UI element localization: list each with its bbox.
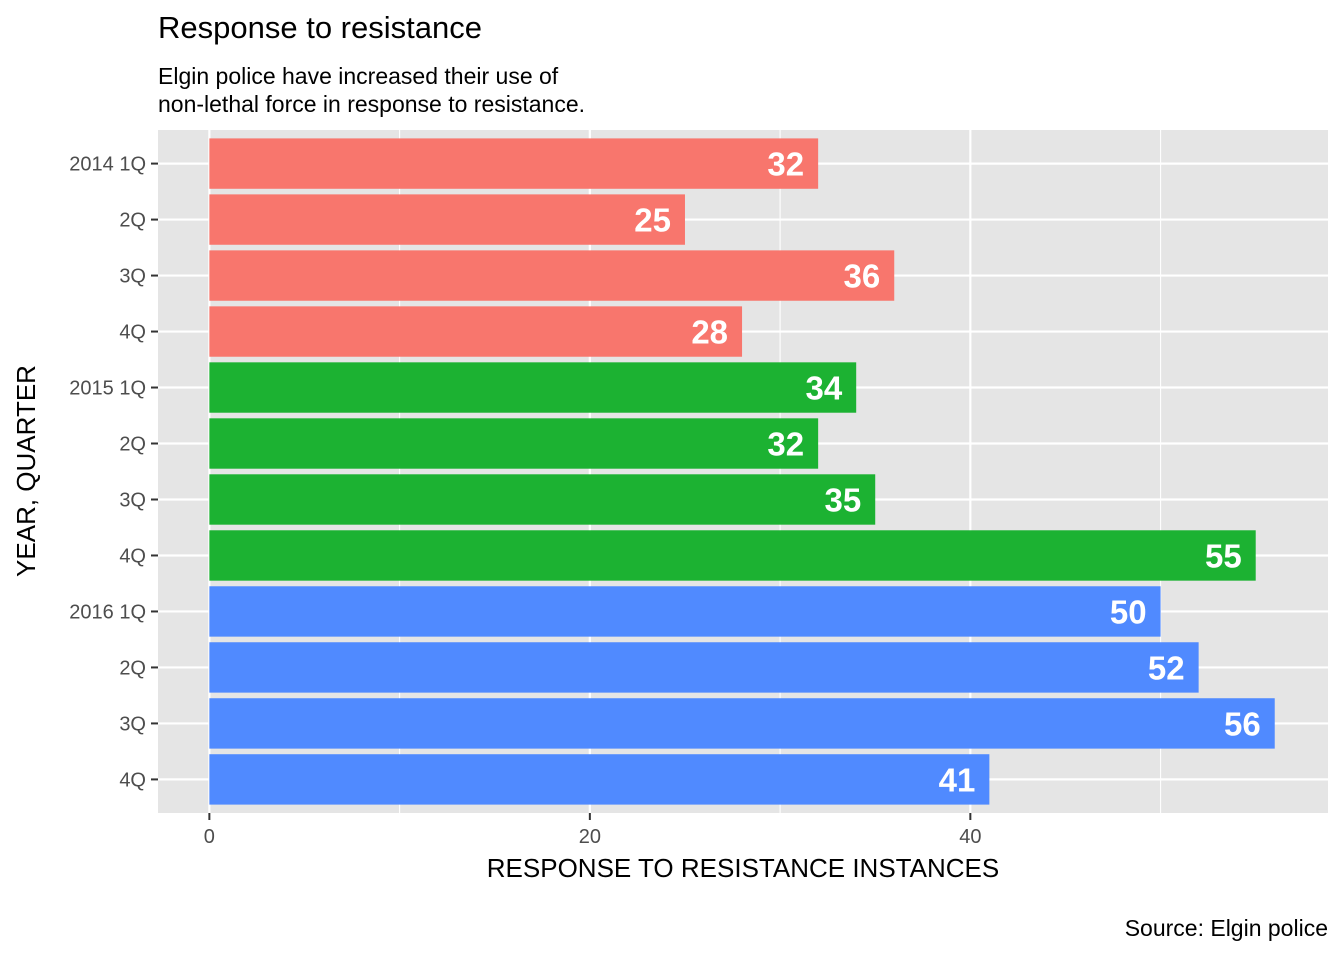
- bar: [209, 586, 1161, 637]
- y-tick-label: 3Q: [119, 713, 146, 735]
- y-tick-label: 4Q: [119, 322, 146, 344]
- bar-value-label: 34: [805, 370, 842, 407]
- y-axis-title: YEAR, QUARTER: [11, 365, 41, 577]
- x-tick-label: 40: [959, 826, 981, 848]
- bar-value-label: 32: [767, 146, 804, 183]
- bar-value-label: 32: [767, 426, 804, 463]
- y-tick-label: 2014 1Q: [69, 154, 146, 176]
- bar: [209, 474, 876, 525]
- bar: [209, 754, 990, 805]
- y-tick-label: 2015 1Q: [69, 378, 146, 400]
- x-tick-label: 20: [579, 826, 601, 848]
- x-axis-ticks: 0 20 40: [204, 813, 981, 848]
- chart-subtitle-line-1: Elgin police have increased their use of: [158, 63, 559, 89]
- x-axis-title: RESPONSE TO RESISTANCE INSTANCES: [487, 853, 999, 883]
- bar-value-label: 36: [844, 258, 881, 295]
- bar: [209, 642, 1199, 693]
- bar: [209, 530, 1256, 581]
- y-tick-label: 3Q: [119, 489, 146, 511]
- bar: [209, 306, 743, 357]
- chart-title: Response to resistance: [158, 10, 482, 45]
- bar-value-label: 52: [1148, 649, 1185, 686]
- bar: [209, 418, 819, 469]
- y-tick-label: 4Q: [119, 769, 146, 791]
- y-tick-label: 2016 1Q: [69, 601, 146, 623]
- bar-value-label: 35: [825, 481, 862, 518]
- bar-value-label: 50: [1110, 593, 1147, 630]
- y-tick-label: 3Q: [119, 266, 146, 288]
- y-tick-label: 4Q: [119, 545, 146, 567]
- y-tick-label: 2Q: [119, 210, 146, 232]
- bar-value-label: 41: [939, 761, 976, 798]
- chart-subtitle: Elgin police have increased their use of…: [158, 62, 585, 118]
- x-tick-label: 0: [204, 826, 215, 848]
- bar-value-label: 28: [691, 314, 728, 351]
- chart-subtitle-line-2: non-lethal force in response to resistan…: [158, 91, 586, 117]
- bar: [209, 138, 819, 189]
- bar: [209, 698, 1275, 749]
- chart-caption: Source: Elgin police: [1124, 915, 1328, 941]
- bars: [209, 138, 1275, 805]
- y-tick-label: 2Q: [119, 657, 146, 679]
- bar-value-label: 55: [1205, 537, 1242, 574]
- bar: [209, 362, 857, 413]
- y-tick-label: 2Q: [119, 434, 146, 456]
- bar-value-label: 56: [1224, 705, 1261, 742]
- bar-value-label: 25: [634, 202, 671, 239]
- bar: [209, 250, 895, 301]
- y-axis-ticks: 2014 1Q 2Q 3Q 4Q 2015 1Q 2Q 3Q 4Q 2016 1Q 2Q 3Q 4Q: [69, 154, 158, 791]
- bar: [209, 194, 685, 245]
